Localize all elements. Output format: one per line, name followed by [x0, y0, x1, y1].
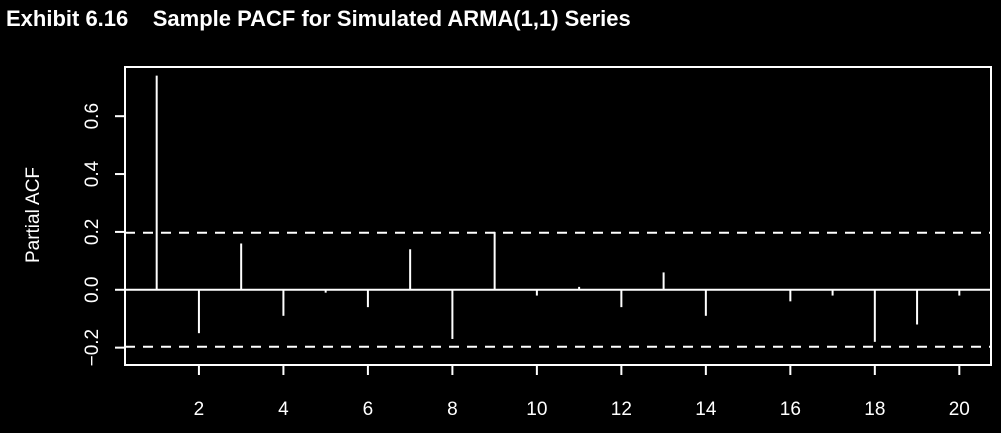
x-tick-label-14: 14: [695, 399, 717, 420]
x-tick-label-2: 2: [194, 399, 205, 420]
plot-frame: [124, 66, 992, 366]
y-axis-label: Partial ACF: [23, 167, 44, 263]
chart-title: Exhibit 6.16 Sample PACF for Simulated A…: [6, 6, 631, 31]
pacf-bars: [155, 75, 961, 342]
y-tick-label-0: −0.2: [82, 329, 103, 367]
confidence-bounds: [125, 231, 991, 348]
x-tick-label-12: 12: [611, 399, 632, 420]
x-tick-label-16: 16: [780, 399, 801, 420]
x-tick-label-18: 18: [864, 399, 885, 420]
y-tick-label-3: 0.4: [82, 160, 103, 187]
y-axis: −0.2 0.0 0.2 0.4 0.6: [82, 103, 125, 366]
x-tick-label-4: 4: [278, 399, 289, 420]
x-axis: 2 4 6 8 10 12 14 16 18 20: [194, 365, 970, 420]
y-tick-label-1: 0.0: [82, 277, 103, 303]
y-tick-label-4: 0.6: [82, 103, 103, 129]
y-tick-label-2: 0.2: [82, 219, 103, 245]
x-tick-label-6: 6: [363, 399, 374, 420]
x-tick-label-8: 8: [447, 399, 458, 420]
x-tick-label-20: 20: [949, 399, 970, 420]
x-tick-label-10: 10: [526, 399, 547, 420]
